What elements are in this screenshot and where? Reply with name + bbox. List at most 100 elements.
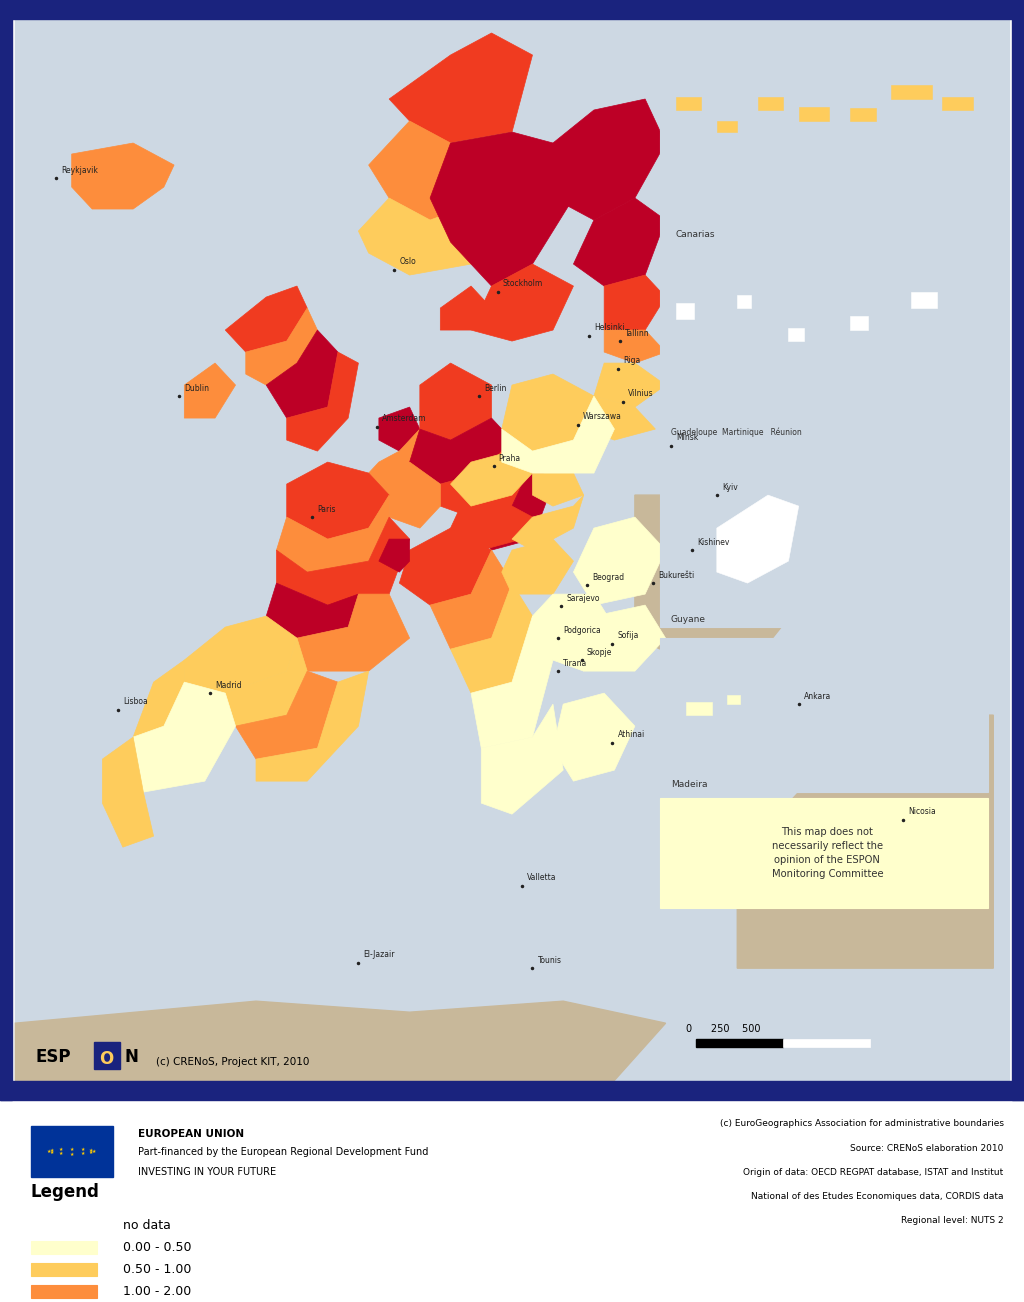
Text: Valletta: Valletta	[527, 874, 557, 883]
Text: Reykjavik: Reykjavik	[61, 165, 98, 174]
Bar	[783, 1039, 870, 1047]
Bar	[94, 1042, 120, 1069]
Bar	[31, 1263, 97, 1276]
Bar	[676, 302, 694, 319]
Text: El-Jazair: El-Jazair	[364, 950, 395, 960]
Text: ★: ★	[50, 1148, 54, 1152]
Bar	[660, 55, 988, 242]
Text: Praha: Praha	[499, 454, 521, 464]
Text: Madeira: Madeira	[671, 780, 708, 789]
Bar	[660, 450, 988, 628]
Polygon shape	[573, 517, 666, 605]
Bar	[0, 0, 12, 1100]
Polygon shape	[502, 374, 594, 450]
Polygon shape	[430, 132, 573, 286]
Bar	[0, 0, 1024, 18]
Bar	[31, 1126, 113, 1177]
Polygon shape	[471, 264, 573, 341]
Polygon shape	[276, 495, 389, 572]
Bar	[31, 1241, 97, 1254]
Text: ★: ★	[89, 1151, 93, 1155]
Polygon shape	[502, 539, 573, 594]
Text: Athinai: Athinai	[617, 730, 645, 740]
Polygon shape	[594, 363, 666, 408]
Text: 0.50 - 1.00: 0.50 - 1.00	[123, 1263, 191, 1276]
Polygon shape	[410, 418, 512, 484]
Polygon shape	[276, 517, 410, 605]
Text: 1.00 - 2.00: 1.00 - 2.00	[123, 1285, 191, 1298]
Text: Kyiv: Kyiv	[722, 483, 737, 492]
Text: Part-financed by the European Regional Development Fund: Part-financed by the European Regional D…	[138, 1147, 429, 1156]
Polygon shape	[379, 408, 420, 450]
Text: Lisboa: Lisboa	[123, 697, 147, 706]
Bar	[31, 1219, 97, 1232]
Polygon shape	[471, 616, 553, 749]
Polygon shape	[369, 450, 430, 495]
Polygon shape	[512, 495, 584, 549]
Text: Dublin: Dublin	[184, 384, 209, 393]
Text: 0.00 - 0.50: 0.00 - 0.50	[123, 1241, 191, 1254]
Text: Tounis: Tounis	[538, 956, 561, 965]
Polygon shape	[133, 660, 184, 737]
Text: Kishinev: Kishinev	[697, 538, 730, 547]
Bar	[850, 108, 876, 121]
Text: Vilnius: Vilnius	[628, 389, 653, 398]
Text: Madrid: Madrid	[215, 681, 242, 690]
Bar	[737, 294, 751, 309]
Text: Amsterdam: Amsterdam	[382, 414, 426, 423]
Text: Canarias: Canarias	[676, 229, 716, 238]
Text: ★: ★	[50, 1151, 54, 1155]
Polygon shape	[389, 462, 440, 529]
Text: ★: ★	[70, 1152, 74, 1156]
Text: Ankara: Ankara	[804, 691, 831, 700]
Polygon shape	[440, 440, 532, 517]
Bar	[758, 96, 783, 111]
Bar	[676, 96, 701, 111]
Text: (c) CRENoS, Project KIT, 2010: (c) CRENoS, Project KIT, 2010	[156, 1057, 309, 1066]
Polygon shape	[420, 363, 492, 440]
Polygon shape	[604, 275, 666, 329]
Bar	[660, 253, 988, 440]
Text: ESP: ESP	[36, 1048, 72, 1065]
Bar	[696, 1039, 783, 1047]
Bar	[660, 638, 988, 792]
Polygon shape	[133, 682, 236, 792]
Text: Nicosia: Nicosia	[908, 807, 936, 816]
Polygon shape	[225, 638, 307, 727]
Polygon shape	[635, 495, 799, 682]
Bar	[911, 292, 937, 309]
Text: National of des Etudes Economiques data, CORDIS data: National of des Etudes Economiques data,…	[751, 1193, 1004, 1200]
Polygon shape	[266, 329, 338, 418]
Text: Warszawa: Warszawa	[583, 413, 622, 421]
Polygon shape	[266, 583, 358, 638]
Text: Paris: Paris	[317, 505, 336, 513]
Bar	[660, 798, 988, 907]
Text: This map does not
necessarily reflect the
opinion of the ESPON
Monitoring Commit: This map does not necessarily reflect th…	[771, 827, 884, 879]
Text: Minsk: Minsk	[676, 434, 698, 443]
Text: Oslo: Oslo	[399, 256, 416, 266]
Text: Sofija: Sofija	[617, 631, 639, 641]
Text: N: N	[125, 1048, 139, 1065]
Text: Podgorica: Podgorica	[563, 625, 601, 634]
Bar	[727, 695, 740, 704]
Bar	[788, 328, 804, 341]
Polygon shape	[553, 99, 666, 220]
Text: ★: ★	[81, 1147, 85, 1152]
Polygon shape	[102, 737, 154, 848]
Text: Source: CRENoS elaboration 2010: Source: CRENoS elaboration 2010	[850, 1143, 1004, 1152]
Bar	[799, 107, 829, 121]
Polygon shape	[399, 430, 440, 473]
Text: Legend: Legend	[31, 1184, 99, 1200]
Text: Origin of data: OECD REGPAT database, ISTAT and Institut: Origin of data: OECD REGPAT database, IS…	[743, 1168, 1004, 1177]
Text: Tirana: Tirana	[563, 659, 588, 668]
Polygon shape	[399, 529, 492, 605]
Polygon shape	[717, 495, 799, 583]
Text: Beograd: Beograd	[592, 573, 624, 582]
Polygon shape	[184, 616, 297, 693]
Text: ★: ★	[89, 1148, 93, 1152]
Bar	[850, 316, 868, 329]
Polygon shape	[236, 671, 338, 759]
Polygon shape	[297, 594, 410, 671]
Text: Skopje: Skopje	[587, 647, 612, 656]
Polygon shape	[389, 33, 532, 143]
